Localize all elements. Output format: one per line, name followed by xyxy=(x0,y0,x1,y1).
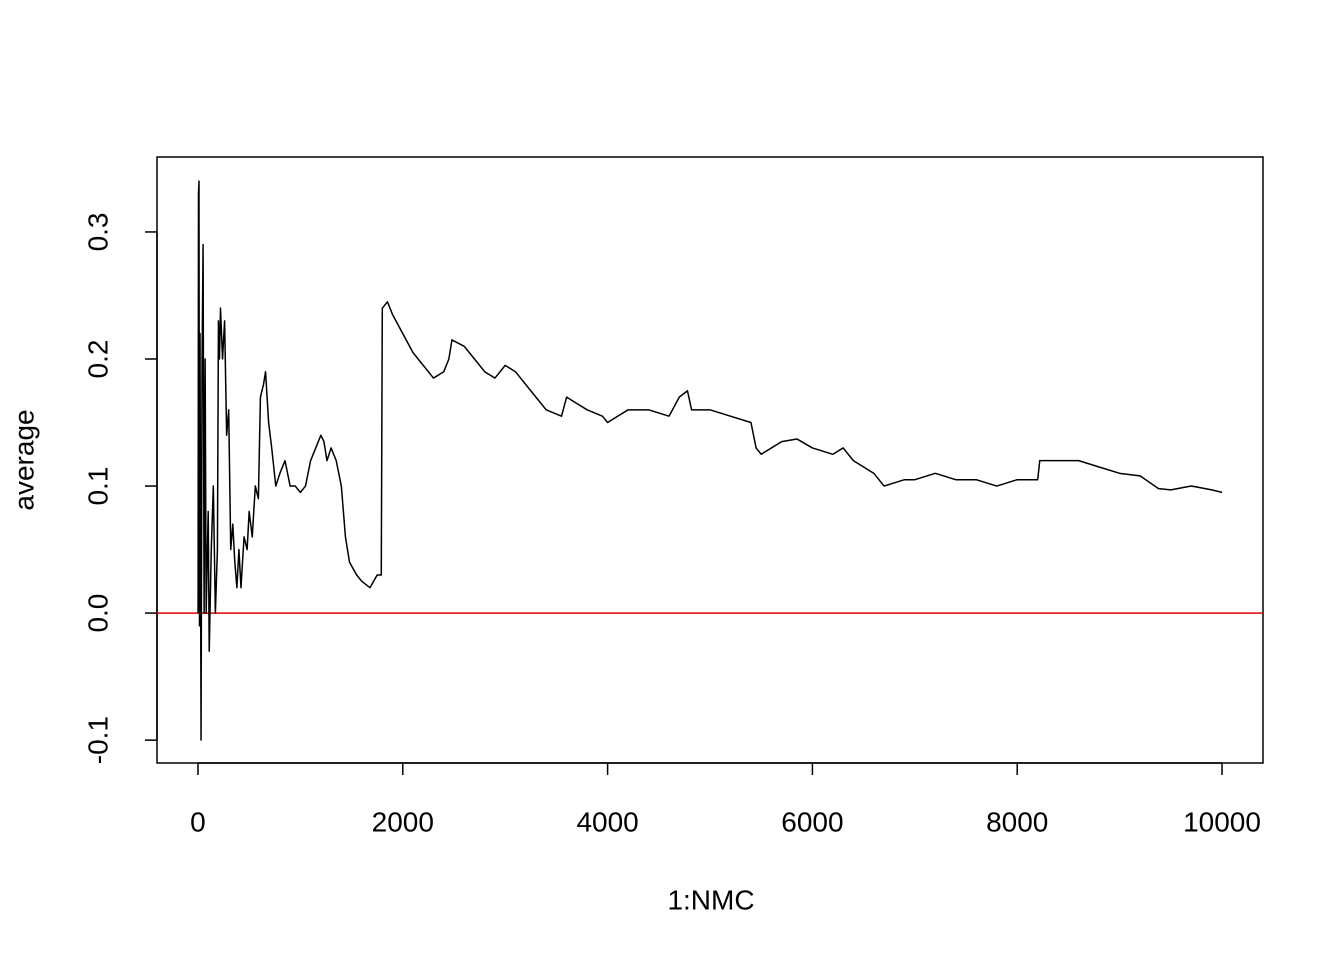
y-tick-label: -0.1 xyxy=(82,716,113,764)
y-tick-label: 0.1 xyxy=(82,467,113,506)
x-axis-label: 1:NMC xyxy=(667,884,754,915)
x-tick-label: 0 xyxy=(190,806,206,837)
x-tick-label: 2000 xyxy=(372,806,434,837)
y-axis-label: average xyxy=(8,409,39,510)
plot-box xyxy=(156,156,1264,764)
x-tick-label: 4000 xyxy=(576,806,638,837)
y-tick-label: 0.0 xyxy=(82,594,113,633)
x-tick-label: 10000 xyxy=(1183,806,1261,837)
data-line xyxy=(197,180,1223,741)
y-tick-label: 0.2 xyxy=(82,340,113,379)
x-tick-label: 8000 xyxy=(986,806,1048,837)
y-tick-label: 0.3 xyxy=(82,212,113,251)
x-tick-label: 6000 xyxy=(781,806,843,837)
